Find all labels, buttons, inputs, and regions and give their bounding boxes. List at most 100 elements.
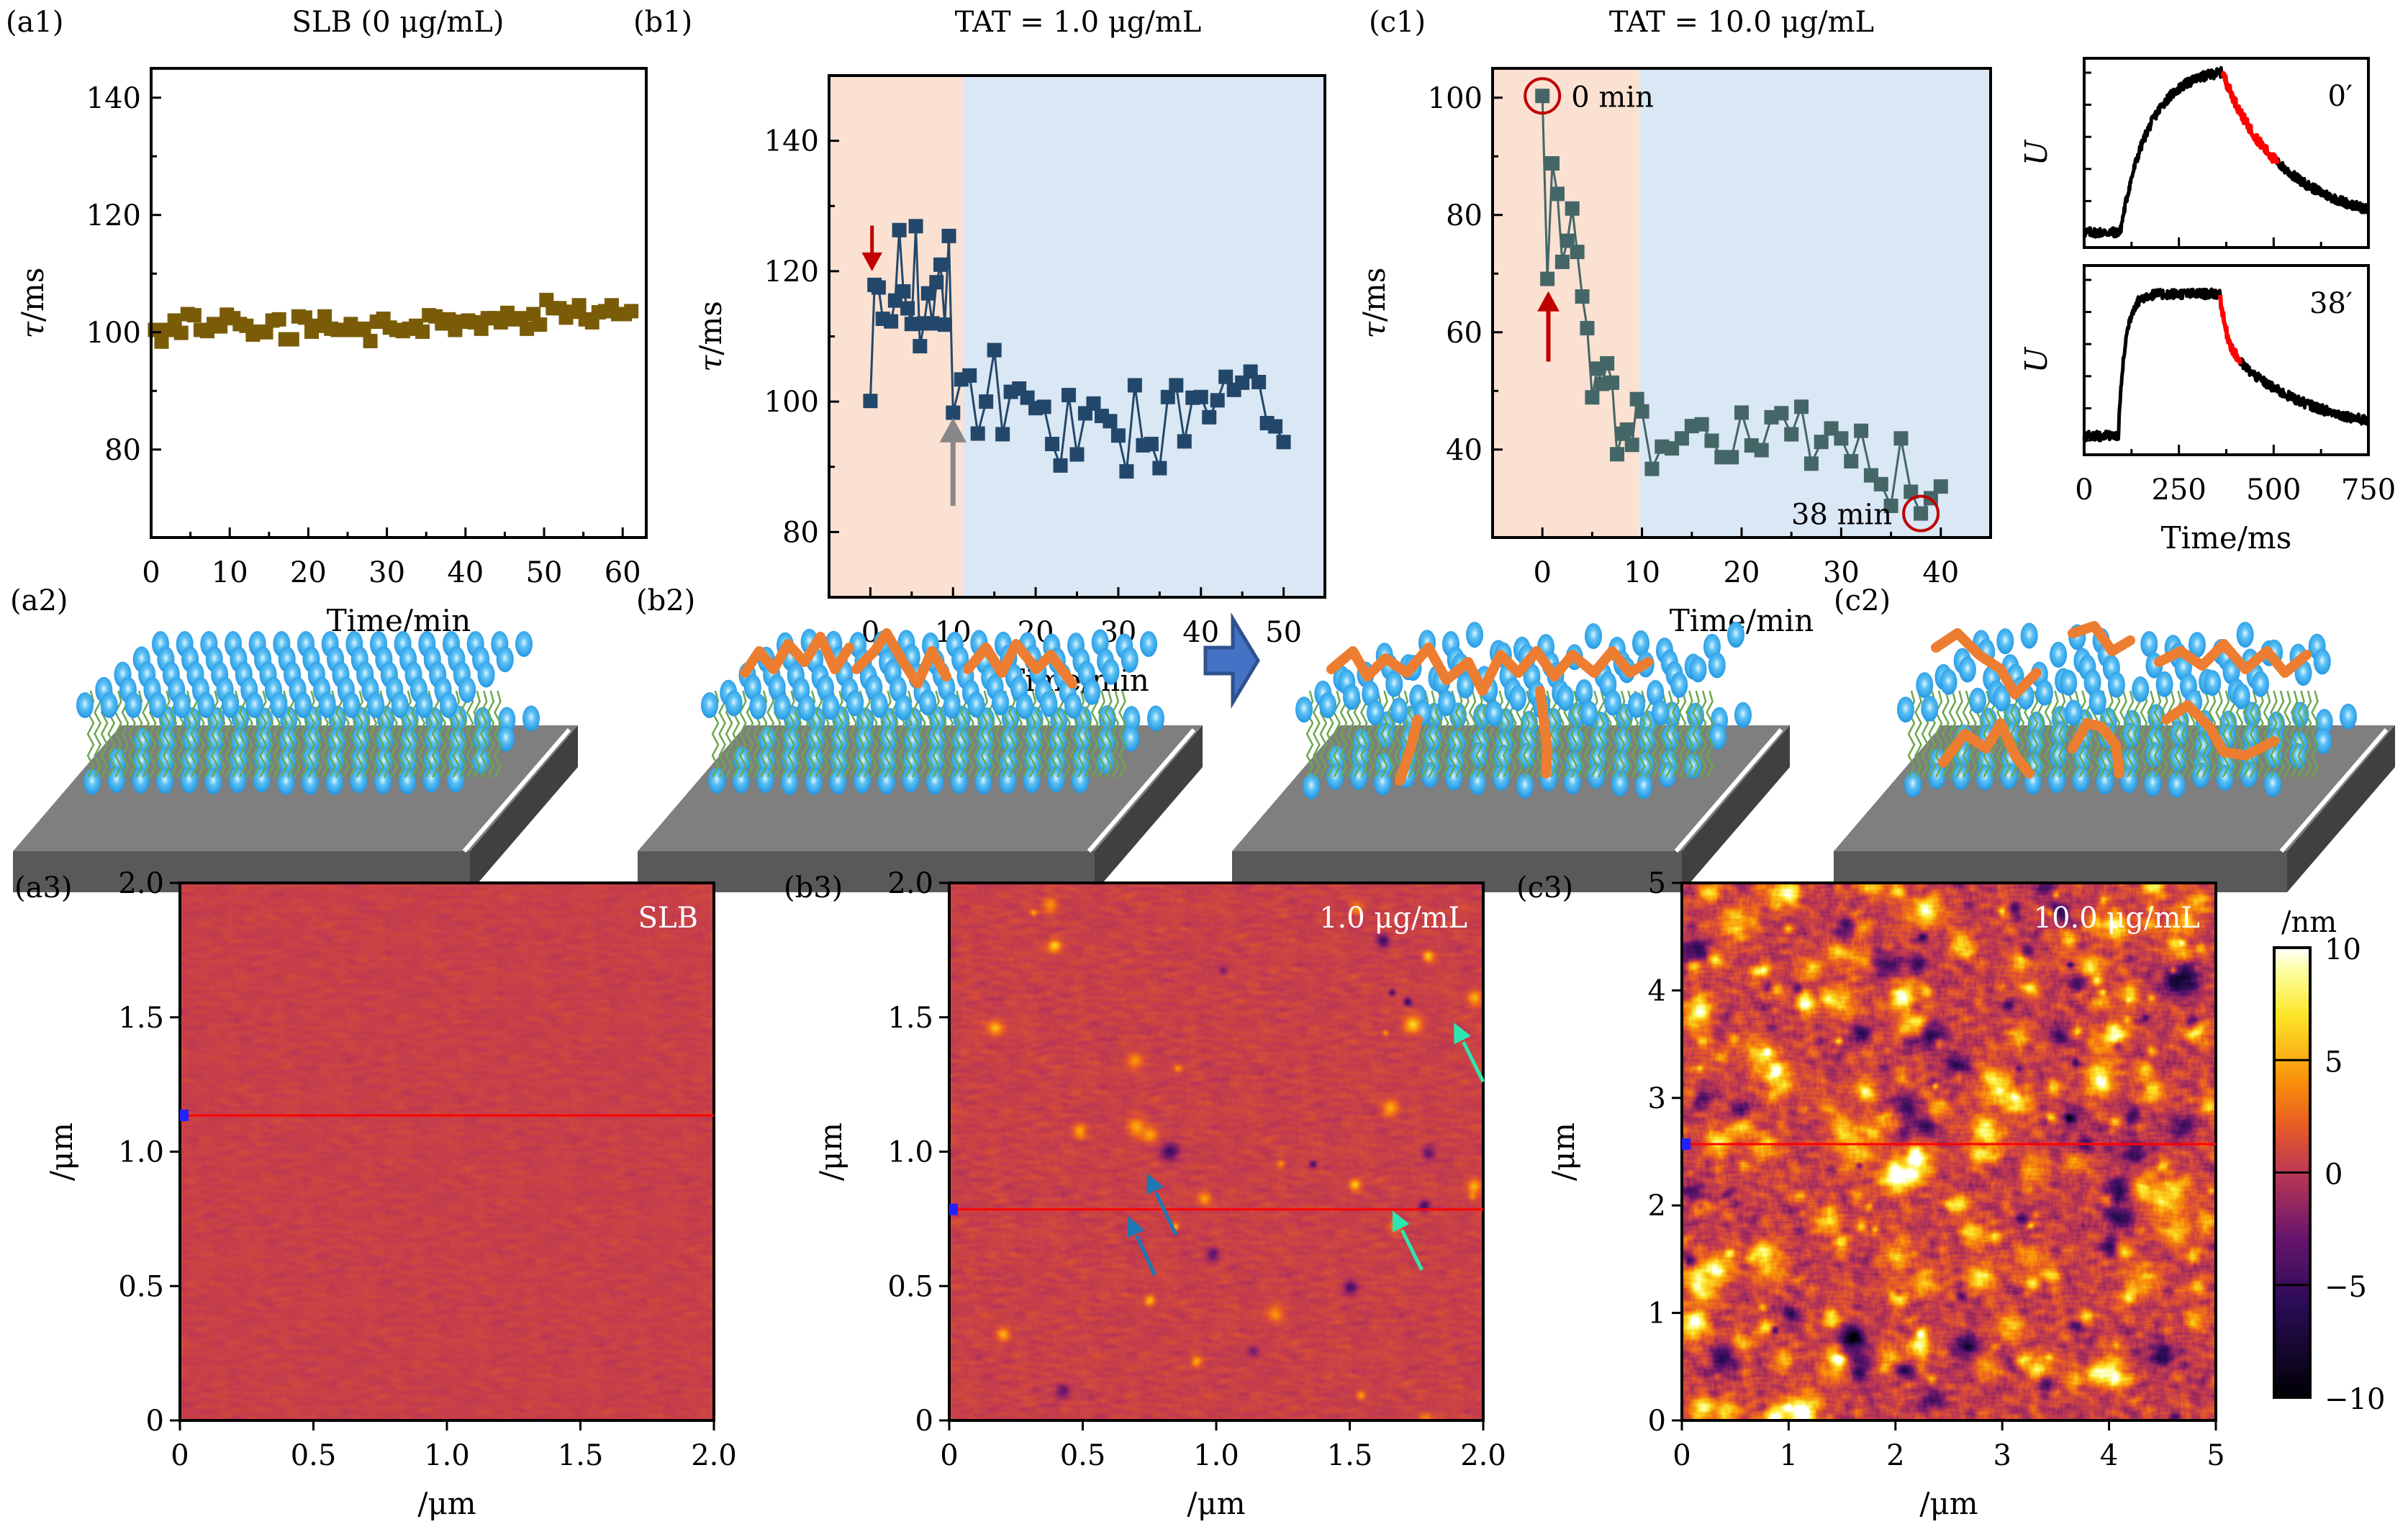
lipid-head: [781, 768, 798, 795]
data-point: [1570, 245, 1585, 260]
lipid-tail: [2297, 690, 2305, 778]
y-tick-label: 100: [86, 317, 141, 350]
data-point: [1119, 464, 1134, 479]
data-point: [1619, 422, 1634, 437]
lipid-head: [919, 689, 936, 716]
lipid-head: [1585, 622, 1602, 649]
data-point: [186, 308, 202, 323]
data-point: [571, 298, 587, 313]
lipid-tail: [1359, 690, 1368, 778]
data-point: [167, 313, 182, 328]
lipid-head: [497, 725, 515, 752]
data-point: [1605, 375, 1620, 390]
data-point: [1535, 89, 1550, 104]
data-point: [1549, 186, 1565, 201]
data-point: [1062, 388, 1077, 403]
x-tick-label: 0: [1533, 556, 1551, 589]
y-axis-title: U: [2019, 139, 2054, 166]
data-point: [1127, 378, 1142, 393]
lipid-head: [1952, 763, 1970, 790]
data-point: [929, 275, 944, 290]
lipid-head: [1040, 691, 1058, 717]
peptide: [851, 628, 951, 689]
y-tick-label: 80: [104, 434, 141, 467]
lipid-head: [76, 692, 94, 718]
colorbar-tick-label: 5: [2325, 1046, 2343, 1079]
y-axis-title: τ/ms: [1357, 268, 1392, 339]
lipid-head: [1575, 679, 1593, 705]
lipid-tail: [2283, 690, 2291, 778]
lipid-head: [829, 768, 847, 795]
lipid-head: [2251, 671, 2269, 697]
data-point: [415, 324, 430, 339]
substrate-edge-highlight: [1087, 728, 1196, 853]
lipid-tail: [2311, 690, 2319, 778]
y-axis-title: τ/ms: [693, 301, 728, 372]
lipid-head: [1916, 672, 1934, 699]
lipid-head: [2168, 771, 2186, 798]
y-tick-label: 140: [764, 125, 819, 158]
peptide: [1326, 643, 1653, 696]
substrate-edge-highlight: [1674, 728, 1783, 853]
y-axis-title: /μm: [44, 1123, 79, 1181]
data-point: [920, 286, 936, 301]
afm-image-b3: [949, 883, 1483, 1420]
x-axis-title: /μm: [1919, 1486, 1978, 1521]
peptide: [1535, 686, 1552, 779]
data-point: [995, 427, 1010, 442]
data-point: [1814, 435, 1829, 450]
lipid-tail: [1644, 690, 1653, 778]
lipid-head: [1670, 671, 1688, 698]
data-point: [1803, 456, 1819, 471]
lipid-head: [1303, 773, 1320, 799]
lipid-head: [1015, 693, 1033, 720]
lipid-head: [2083, 669, 2101, 696]
lipid-head: [472, 748, 489, 774]
lipid-head: [1897, 697, 1914, 723]
lipid-head: [375, 748, 393, 775]
lipid-tail: [211, 690, 219, 778]
lipid-tail: [2140, 690, 2148, 778]
data-point: [1704, 433, 1719, 448]
lipid-tail: [2051, 690, 2059, 778]
lipid-tail: [1597, 690, 1606, 778]
lipid-tail: [1665, 690, 1673, 778]
lipid-head: [1652, 699, 1669, 726]
y-axis-title: τ/ms: [15, 268, 50, 339]
lipid-tail: [836, 690, 843, 778]
lipid-tail: [1111, 690, 1120, 778]
lipid-head: [1485, 700, 1503, 727]
lipid-tail: [1617, 690, 1626, 778]
annotation-end: 38 min: [1791, 499, 1892, 532]
process-arrow-icon: [1203, 612, 1260, 709]
y-tick-label: 1: [1648, 1297, 1666, 1330]
lipid-head: [1457, 672, 1475, 699]
lipid-tail: [383, 690, 391, 778]
substrate-side: [2287, 725, 2395, 892]
data-point: [1600, 355, 1615, 371]
data-point: [987, 343, 1002, 358]
red-arrow-icon-head: [1537, 291, 1560, 312]
lipid-head: [926, 768, 943, 795]
lipid-head: [1140, 631, 1157, 658]
panel-label-b2: (b2): [636, 584, 695, 617]
data-point: [356, 321, 371, 336]
lipid-head: [522, 705, 540, 732]
data-point: [941, 228, 956, 243]
lipid-head: [1557, 684, 1574, 711]
lipid-tail: [1678, 690, 1687, 778]
lipid-head: [895, 694, 913, 721]
data-point: [896, 284, 911, 299]
chart-u-traces: 0′ U 38′ U 0 250 500 750 Time/ms: [2019, 57, 2396, 556]
fit-segment: [2218, 294, 2242, 365]
lipid-tail: [2037, 690, 2045, 778]
data-point: [1610, 447, 1624, 462]
data-point: [933, 257, 949, 272]
lipid-tail: [2160, 690, 2168, 778]
lipid-head: [173, 692, 191, 718]
lipid-tail: [286, 690, 295, 778]
lipid-tail: [1522, 690, 1531, 778]
lipid-tail: [1475, 690, 1483, 778]
lipid-head: [423, 747, 441, 774]
